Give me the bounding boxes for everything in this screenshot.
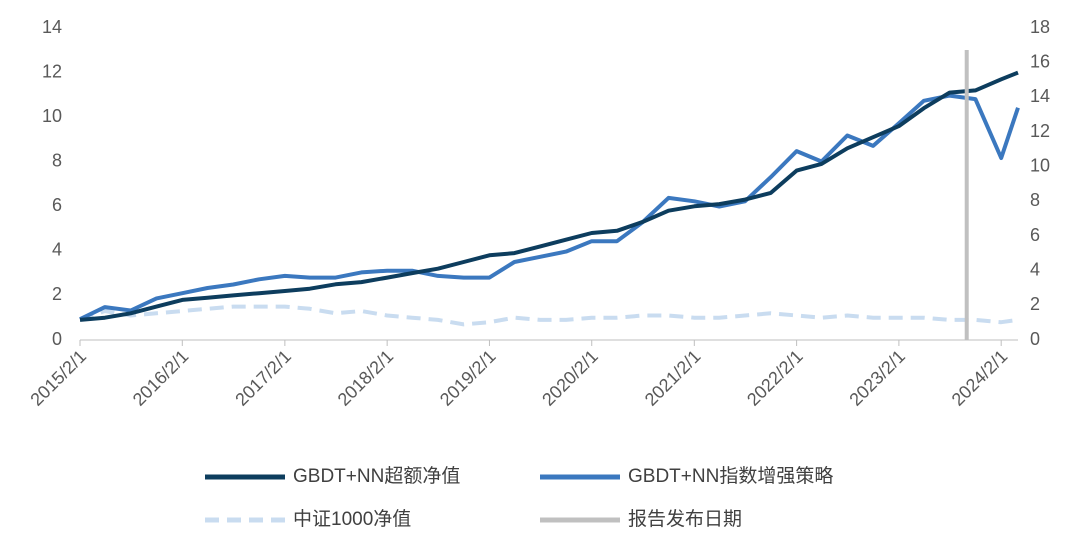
- y-tick-label: 6: [52, 195, 62, 215]
- y2-tick-label: 2: [1030, 294, 1040, 314]
- x-tick-label: 2018/2/1: [334, 346, 398, 410]
- x-tick-label: 2023/2/1: [845, 346, 909, 410]
- x-tick-label: 2022/2/1: [743, 346, 807, 410]
- x-tick-label: 2020/2/1: [538, 346, 602, 410]
- legend-label: GBDT+NN指数增强策略: [628, 465, 833, 487]
- series-line: [79, 304, 1019, 327]
- y2-tick-label: 6: [1030, 225, 1040, 245]
- y2-tick-label: 14: [1030, 86, 1050, 106]
- legend-label: 中证1000净值: [293, 508, 411, 530]
- series-line: [79, 93, 1020, 321]
- y2-tick-label: 16: [1030, 51, 1050, 71]
- y2-tick-label: 10: [1030, 155, 1050, 175]
- y-tick-label: 10: [42, 106, 62, 126]
- x-tick-label: 2021/2/1: [641, 346, 705, 410]
- legend-label: GBDT+NN超额净值: [293, 465, 460, 487]
- y2-tick-label: 8: [1030, 190, 1040, 210]
- y-tick-label: 2: [52, 284, 62, 304]
- y2-tick-label: 0: [1030, 329, 1040, 349]
- y-tick-label: 8: [52, 150, 62, 170]
- x-tick-label: 2016/2/1: [129, 346, 193, 410]
- y-tick-label: 12: [42, 61, 62, 81]
- y2-tick-label: 12: [1030, 121, 1050, 141]
- x-tick-label: 2019/2/1: [436, 346, 500, 410]
- series-line: [79, 70, 1019, 322]
- y-tick-label: 0: [52, 329, 62, 349]
- x-tick-label: 2024/2/1: [948, 346, 1012, 410]
- y-tick-label: 14: [42, 17, 62, 37]
- x-tick-label: 2017/2/1: [231, 346, 295, 410]
- y2-tick-label: 4: [1030, 259, 1040, 279]
- legend-label: 报告发布日期: [628, 508, 742, 530]
- y2-tick-label: 18: [1030, 17, 1050, 37]
- y-tick-label: 4: [52, 240, 62, 260]
- x-tick-label: 2015/2/1: [26, 346, 90, 410]
